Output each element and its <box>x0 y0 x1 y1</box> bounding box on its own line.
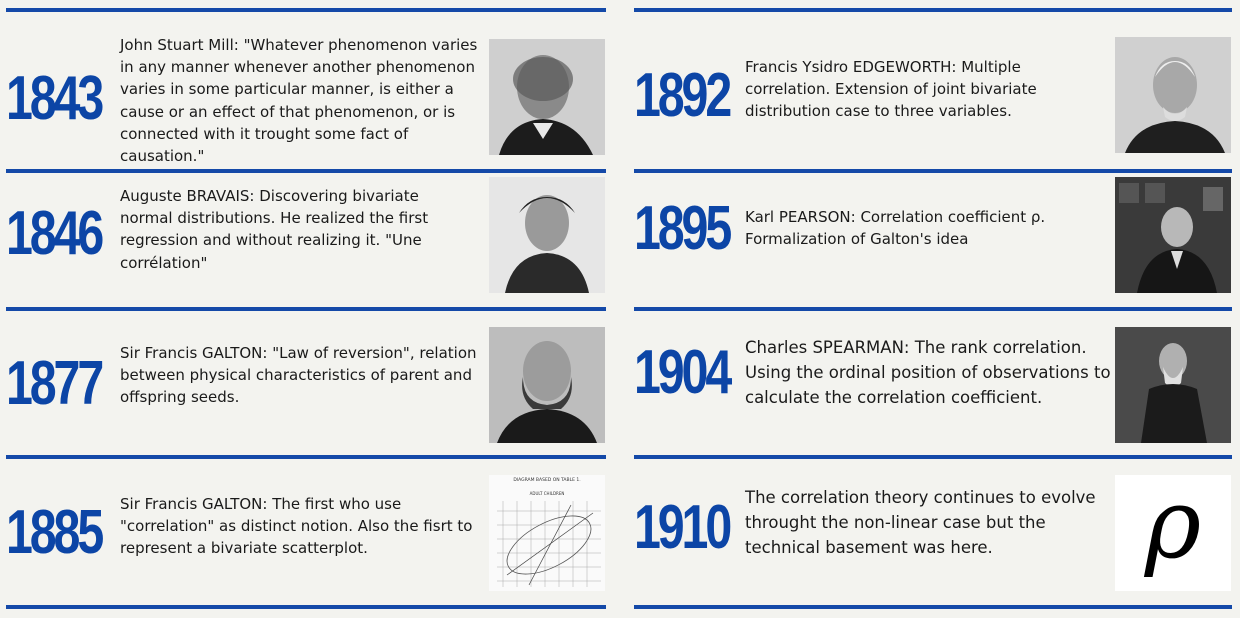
portrait-galton-image <box>489 327 605 443</box>
portrait-edgeworth-image <box>1115 37 1231 153</box>
portrait-pearson-image <box>1115 177 1231 293</box>
entry-year: 1846 <box>6 199 104 268</box>
entry-description: The correlation theory continues to evol… <box>745 488 1096 557</box>
timeline-entry-1885: 1885 Sir Francis GALTON: The first who u… <box>6 459 606 605</box>
entry-description: Karl PEARSON: Correlation coefficient ρ.… <box>745 208 1046 249</box>
diagram-title: DIAGRAM BASED ON TABLE 1. <box>513 477 580 483</box>
portrait-spearman-image <box>1115 327 1231 443</box>
timeline-entry-1843: 1843 John Stuart Mill: "Whatever phenome… <box>6 12 606 170</box>
entry-year: 1895 <box>634 194 732 263</box>
timeline-entry-1904: 1904 Charles SPEARMAN: The rank correlat… <box>634 311 1232 455</box>
portrait-bravais-image <box>489 177 605 293</box>
entry-year: 1910 <box>634 493 732 562</box>
divider-rule <box>634 455 1232 459</box>
divider-rule <box>6 169 606 173</box>
entry-description: Sir Francis GALTON: "Law of reversion", … <box>120 344 477 407</box>
timeline-right-column: 1892 Francis Ysidro EDGEWORTH: Multiple … <box>634 0 1232 618</box>
entry-description: John Stuart Mill: "Whatever phenomenon v… <box>120 36 478 166</box>
entry-year: 1885 <box>6 498 104 567</box>
entry-description: Francis Ysidro EDGEWORTH: Multiple corre… <box>745 58 1037 121</box>
divider-rule <box>6 605 606 609</box>
timeline-entry-1846: 1846 Auguste BRAVAIS: Discovering bivari… <box>6 173 606 307</box>
entry-year: 1892 <box>634 61 732 130</box>
timeline-entry-1877: 1877 Sir Francis GALTON: "Law of reversi… <box>6 311 606 455</box>
entry-year: 1877 <box>6 349 104 418</box>
portrait-mill-image <box>489 39 605 155</box>
entry-description: Auguste BRAVAIS: Discovering bivariate n… <box>120 187 429 272</box>
divider-rule <box>6 455 606 459</box>
divider-rule <box>634 307 1232 311</box>
entry-year: 1843 <box>6 64 104 133</box>
divider-rule <box>6 8 606 12</box>
entry-description: Sir Francis GALTON: The first who use "c… <box>120 495 473 558</box>
timeline-entry-1895: 1895 Karl PEARSON: Correlation coefficie… <box>634 173 1232 307</box>
entry-description: Charles SPEARMAN: The rank correlation. … <box>745 338 1111 407</box>
rho-symbol: ρ <box>1144 475 1201 580</box>
divider-rule <box>6 307 606 311</box>
timeline-left-column: 1843 John Stuart Mill: "Whatever phenome… <box>6 0 606 618</box>
divider-rule <box>634 169 1232 173</box>
galton-scatterplot-diagram-image: DIAGRAM BASED ON TABLE 1. ADULT CHILDREN <box>489 475 605 591</box>
divider-rule <box>634 605 1232 609</box>
timeline-entry-1892: 1892 Francis Ysidro EDGEWORTH: Multiple … <box>634 12 1232 170</box>
diagram-subtitle: ADULT CHILDREN <box>530 491 565 496</box>
rho-symbol-image: ρ <box>1115 475 1231 591</box>
divider-rule <box>634 8 1232 12</box>
entry-year: 1904 <box>634 338 732 407</box>
timeline-entry-1910: 1910 The correlation theory continues to… <box>634 459 1232 605</box>
